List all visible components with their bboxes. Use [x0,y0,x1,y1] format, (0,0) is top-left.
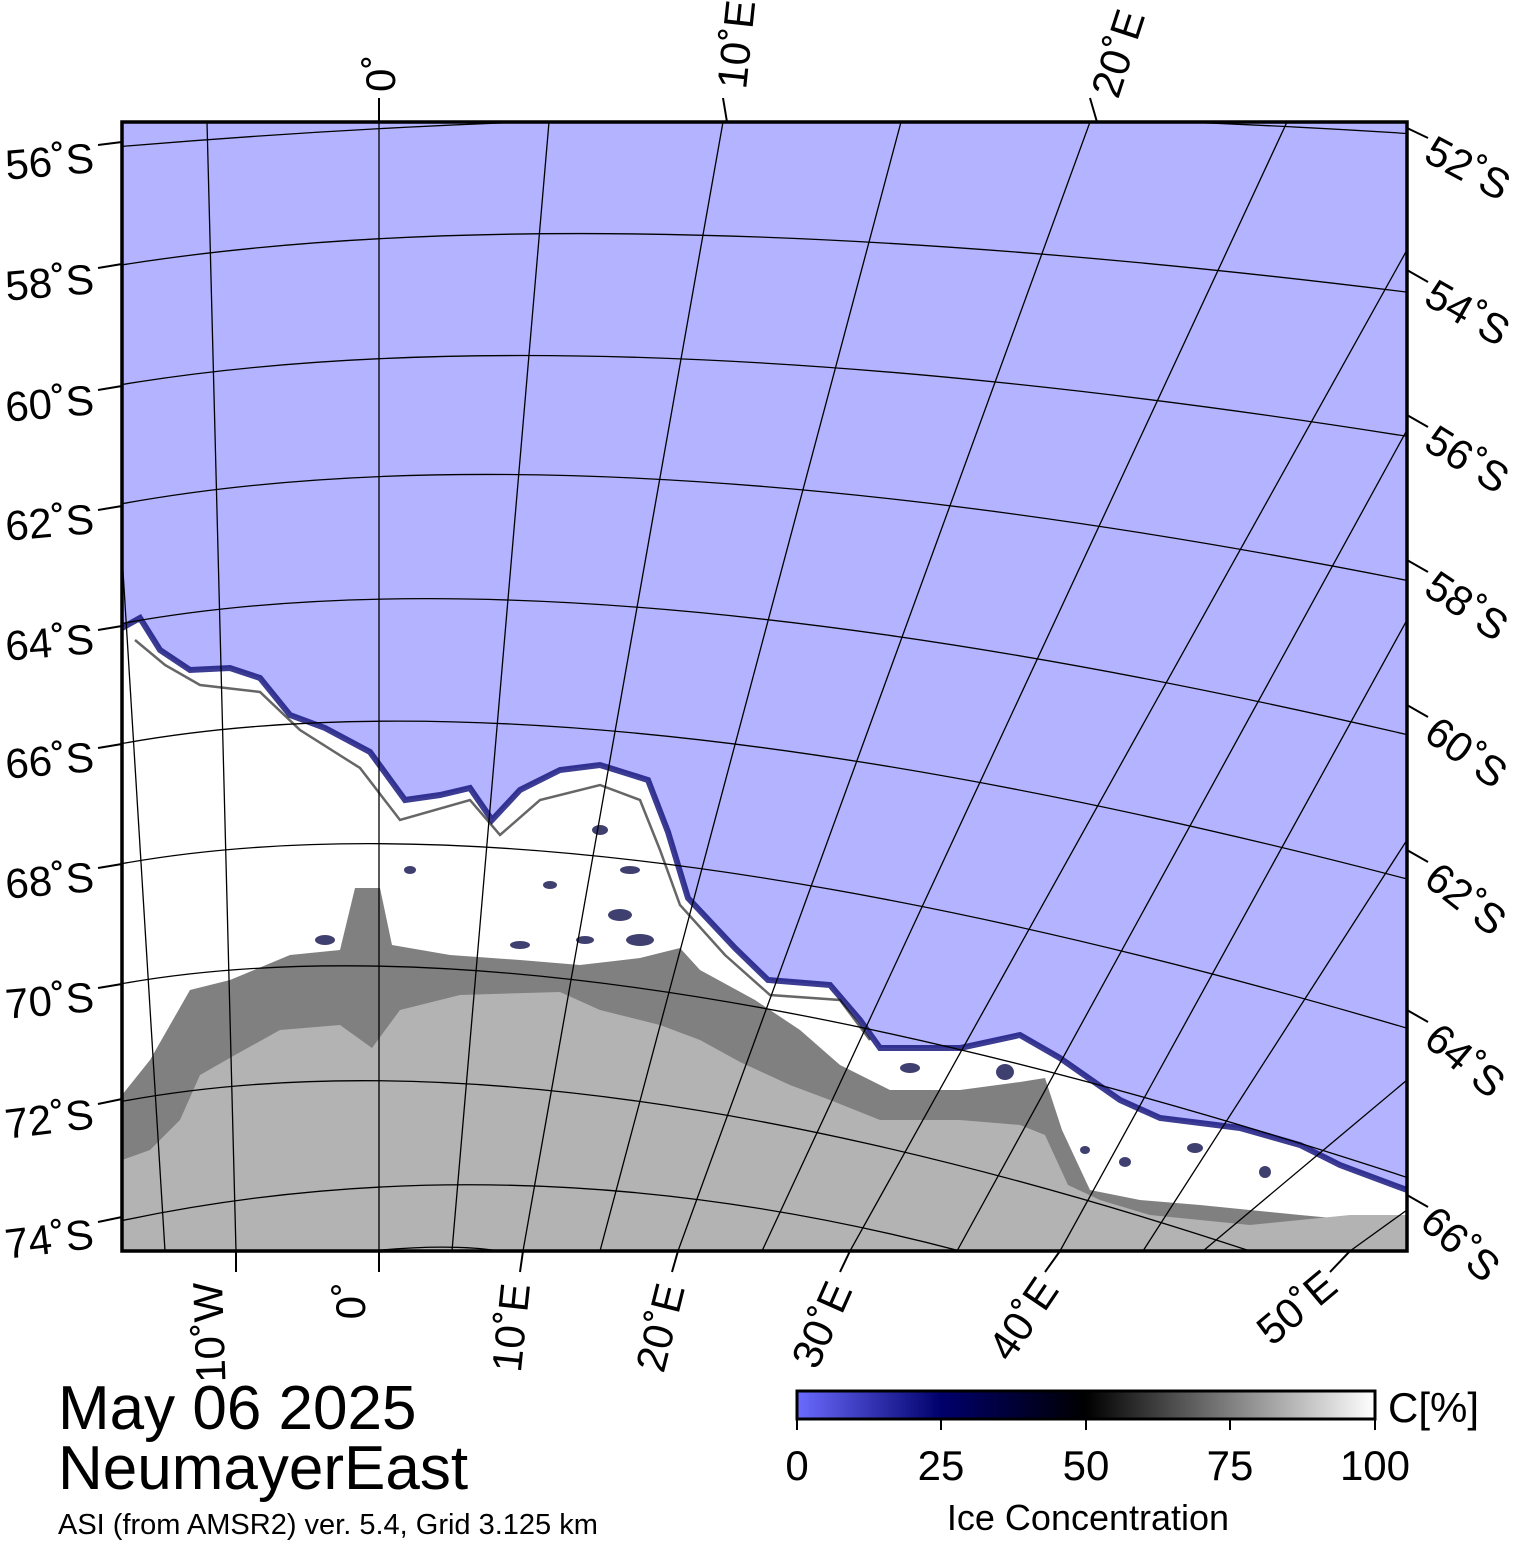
axis-ticks [97,97,1429,1273]
colorbar-gradient [795,1389,1377,1421]
lat-label-right: 58˚S [1417,561,1517,650]
graticule-parallels [122,122,1407,1251]
lat-label-right: 52˚S [1418,126,1518,209]
lat-label-left: 74˚S [2,1210,96,1267]
lat-label-left: 72˚S [2,1090,96,1147]
product-info: ASI (from AMSR2) ver. 5.4, Grid 3.125 km [58,1509,598,1541]
lat-label-left: 60˚S [3,376,95,431]
colorbar-unit: C[%] [1388,1384,1479,1431]
lon-label-bottom: 0˚ [327,1282,374,1319]
colorbar-ticks [796,1419,1376,1430]
lon-label-bottom: 50˚E [1248,1261,1346,1354]
lat-label-right: 66˚S [1412,1197,1509,1291]
lon-label-top: 0˚ [357,55,404,92]
ice-speckles [315,825,1335,1226]
lat-label-left: 68˚S [3,853,95,908]
lat-label-left: 56˚S [3,134,95,189]
lat-label-left: 58˚S [3,255,95,310]
lon-label-bottom: 10˚E [483,1281,539,1374]
lat-label-right: 64˚S [1416,1014,1514,1107]
colorbar-tick-label: 75 [1207,1442,1254,1489]
lon-label-bottom: 20˚E [627,1279,694,1376]
colorbar-tick-label: 25 [918,1442,965,1489]
top-longitude-labels: 0˚ 10˚E 20˚E [357,0,1154,103]
lat-label-left: 70˚S [3,973,95,1028]
lat-label-right: 62˚S [1416,853,1515,945]
ice-edge-inner [134,639,871,1041]
right-latitude-labels: 52˚S 54˚S 56˚S 58˚S 60˚S 62˚S 64˚S 66˚S [1412,126,1518,1291]
lon-label-top: 10˚E [708,0,764,91]
lat-label-left: 62˚S [3,495,95,550]
lon-label-bottom: 10˚W [184,1281,234,1383]
left-latitude-labels: 56˚S 58˚S 60˚S 62˚S 64˚S 66˚S 68˚S 70˚S … [2,134,96,1268]
map-frame [120,120,1409,1253]
lat-label-left: 64˚S [3,615,95,670]
colorbar-tick-label: 50 [1063,1442,1110,1489]
colorbar: 0 25 50 75 100 C[%] Ice Concentration [785,1384,1479,1538]
ice-edge [122,613,1407,1193]
map-region-title: NeumayerEast [58,1434,469,1503]
lon-label-top: 20˚E [1082,4,1154,103]
graticule-meridians [122,122,1407,1251]
lon-label-bottom: 30˚E [782,1275,861,1375]
lat-label-right: 54˚S [1418,270,1518,355]
lat-label-right: 60˚S [1417,707,1516,797]
bottom-longitude-labels: 10˚W 0˚ 10˚E 20˚E 30˚E 40˚E 50˚E [184,1261,1346,1384]
lat-label-left: 66˚S [3,733,95,788]
colorbar-tick-label: 0 [785,1442,808,1489]
lat-label-right: 56˚S [1417,416,1517,503]
lon-label-bottom: 40˚E [979,1269,1068,1369]
map-date-title: May 06 2025 [58,1374,417,1443]
colorbar-tick-label: 100 [1340,1442,1410,1489]
colorbar-label: Ice Concentration [947,1497,1229,1538]
